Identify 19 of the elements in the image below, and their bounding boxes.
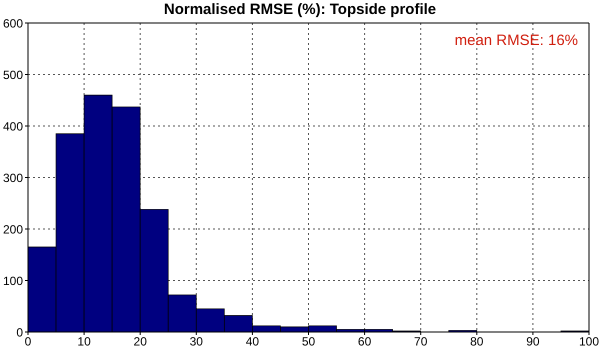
chart-title: Normalised RMSE (%): Topside profile bbox=[164, 1, 436, 18]
x-tick-label: 100 bbox=[578, 334, 600, 349]
y-tick-label: 200 bbox=[2, 222, 24, 236]
x-tick-label: 50 bbox=[302, 334, 316, 349]
x-tick-label: 80 bbox=[470, 334, 484, 349]
annotation: mean RMSE: 16% bbox=[454, 32, 578, 49]
x-tick-label: 60 bbox=[358, 334, 372, 349]
y-tick-label: 100 bbox=[2, 274, 24, 288]
x-tick-label: 90 bbox=[526, 334, 540, 349]
y-tick-label: 0 bbox=[16, 325, 24, 340]
x-tick-label: 10 bbox=[77, 334, 92, 349]
x-tick-label: 40 bbox=[246, 334, 260, 349]
y-tick-label: 400 bbox=[2, 119, 24, 134]
x-tick-label: 20 bbox=[134, 334, 148, 349]
y-tick-label: 300 bbox=[2, 170, 24, 185]
x-tick-label: 70 bbox=[414, 334, 428, 349]
y-tick-label: 600 bbox=[2, 16, 24, 30]
x-tick-label: 30 bbox=[190, 334, 204, 349]
y-tick-label: 500 bbox=[2, 68, 24, 82]
